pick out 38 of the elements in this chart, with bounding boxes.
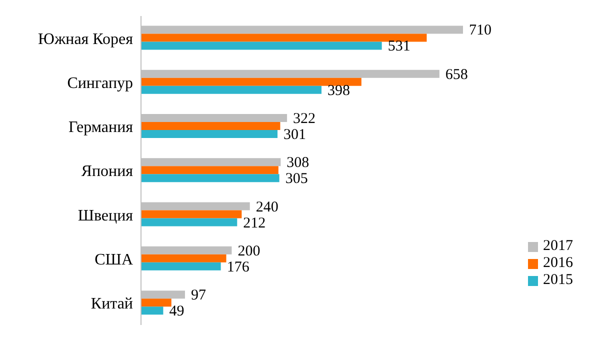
bar [141, 174, 280, 182]
bar [141, 166, 278, 174]
bar [141, 254, 226, 262]
bar [141, 78, 362, 86]
bar [141, 210, 242, 218]
data-label: 301 [284, 126, 306, 143]
bar [141, 262, 221, 270]
y-tick-label: Германия [68, 119, 134, 136]
bar [141, 122, 280, 130]
data-label: 240 [256, 199, 278, 216]
data-label: 322 [293, 110, 316, 127]
data-label: 658 [445, 66, 468, 83]
bar [141, 86, 322, 94]
bar [141, 306, 164, 315]
legend-label: 2017 [543, 238, 573, 255]
bar [141, 218, 238, 226]
y-tick-label: Южная Корея [38, 30, 134, 48]
data-label: 308 [286, 155, 310, 172]
data-label: 212 [243, 215, 266, 232]
data-label: 49 [169, 304, 184, 320]
y-tick-label: Швеция [78, 207, 134, 224]
y-tick-label: Китай [90, 296, 134, 313]
data-label: 398 [328, 82, 350, 99]
bar [141, 298, 172, 307]
y-tick-label: Сингапур [67, 74, 133, 92]
bar [141, 130, 278, 138]
data-label: 305 [285, 171, 308, 188]
bar [141, 42, 382, 50]
legend-label: 2015 [543, 272, 573, 289]
data-label: 531 [388, 38, 410, 55]
data-label: 200 [238, 243, 260, 260]
data-label: 97 [190, 288, 206, 304]
legend-label: 2016 [543, 255, 573, 272]
data-label: 710 [469, 22, 492, 39]
data-label: 176 [226, 259, 250, 276]
bar [141, 34, 427, 42]
y-tick-label: Япония [81, 163, 134, 180]
y-tick-label: США [94, 251, 134, 268]
